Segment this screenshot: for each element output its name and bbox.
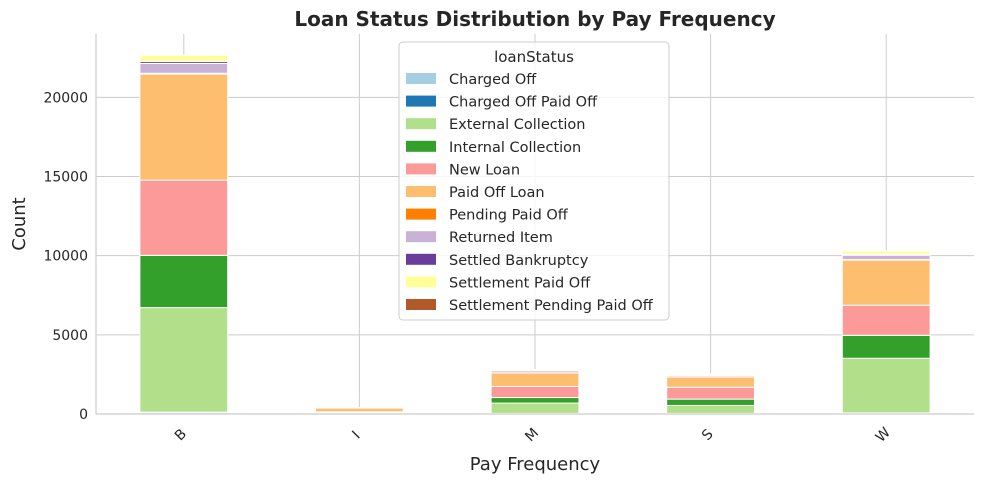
bar-segment xyxy=(315,407,404,413)
x-tick-label: B xyxy=(172,426,190,444)
x-tick-label: I xyxy=(349,428,363,442)
bar-segment xyxy=(139,62,229,74)
legend-swatch xyxy=(406,231,436,243)
legend-swatch xyxy=(406,118,436,130)
legend-swatch xyxy=(406,253,436,265)
legend-title: loanStatus xyxy=(494,48,574,66)
y-tick-label: 5000 xyxy=(52,328,88,344)
legend-swatch xyxy=(406,276,436,288)
bars-layer xyxy=(139,54,931,415)
bar-segment xyxy=(841,254,931,261)
y-axis-label: Count xyxy=(9,197,30,250)
bar-segment xyxy=(490,372,580,387)
bar-segment xyxy=(666,376,756,388)
legend-entry: New Loan xyxy=(449,162,520,178)
bar-segment xyxy=(841,304,931,336)
legend-entry: Paid Off Loan xyxy=(449,185,545,201)
legend-entry: Charged Off Paid Off xyxy=(449,95,598,111)
bar-segment xyxy=(841,334,931,359)
bar-segment xyxy=(841,259,931,306)
legend-entry: Settlement Pending Paid Off xyxy=(449,298,654,314)
x-tick-label: S xyxy=(699,426,717,444)
bar-segment xyxy=(666,386,756,400)
bar-segment xyxy=(139,254,229,309)
bar-segment xyxy=(139,73,229,181)
y-tick-label: 0 xyxy=(79,407,88,423)
bar-segment xyxy=(490,397,580,404)
legend-swatch xyxy=(406,140,436,152)
y-tick-label: 15000 xyxy=(43,170,88,186)
legend-swatch xyxy=(406,186,436,197)
bar-segment xyxy=(666,398,756,406)
legend-items: Charged Off Charged Off Paid Off External … xyxy=(406,72,654,314)
x-tick-label: M xyxy=(522,425,542,445)
x-tick-label: W xyxy=(873,425,894,446)
bar-segment xyxy=(139,307,229,413)
legend-entry: Settled Bankruptcy xyxy=(449,253,589,269)
legend-swatch xyxy=(406,95,436,107)
bar-segment xyxy=(841,357,931,414)
legend-entry: Pending Paid Off xyxy=(449,208,569,224)
legend-swatch xyxy=(406,299,436,310)
legend-frame xyxy=(398,41,670,321)
x-axis-label: Pay Frequency xyxy=(470,454,601,475)
legend-swatch xyxy=(406,73,436,84)
bar-segment xyxy=(490,385,580,399)
bar-segment xyxy=(490,402,580,414)
y-tick-label: 10000 xyxy=(43,249,88,265)
bar-segment xyxy=(139,54,229,63)
legend-swatch xyxy=(406,163,436,175)
chart-title: Loan Status Distribution by Pay Frequenc… xyxy=(294,7,775,31)
legend-swatch xyxy=(406,208,436,220)
legend-entry: Internal Collection xyxy=(449,140,581,156)
legend-entry: Settlement Paid Off xyxy=(449,275,591,291)
bar-segment xyxy=(666,404,756,414)
legend: loanStatus Charged Off Charged Off Paid O… xyxy=(398,41,670,321)
y-tick-label: 20000 xyxy=(43,90,88,106)
legend-entry: External Collection xyxy=(449,117,586,133)
legend-entry: Returned Item xyxy=(449,230,553,246)
bar-segment xyxy=(139,179,229,256)
legend-entry: Charged Off xyxy=(449,72,537,88)
